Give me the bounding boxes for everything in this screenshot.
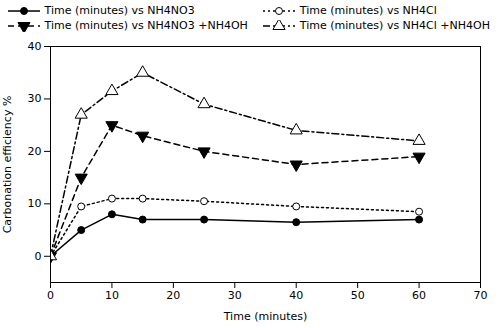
svg-text:40: 40 — [28, 40, 42, 53]
svg-text:Carbonation efficiency %: Carbonation efficiency % — [1, 96, 14, 234]
svg-text:40: 40 — [289, 289, 303, 302]
html-text:Time (minutes) vs NH4Cl +NH4OH: Time (minutes) vs NH4Cl +NH4OH — [299, 19, 490, 32]
svg-text:50: 50 — [351, 289, 365, 302]
svg-text:20: 20 — [166, 289, 180, 302]
html-text:Time (minutes) vs NH4Cl: Time (minutes) vs NH4Cl — [299, 4, 437, 17]
svg-text:10: 10 — [105, 289, 119, 302]
svg-text:10: 10 — [28, 197, 42, 210]
svg-text:0: 0 — [47, 289, 54, 302]
svg-text:60: 60 — [412, 289, 426, 302]
svg-text:30: 30 — [28, 92, 42, 105]
svg-text:0: 0 — [35, 250, 42, 263]
svg-text:70: 70 — [474, 289, 488, 302]
html-text:Time (minutes) vs NH4NO3 +NH4O: Time (minutes) vs NH4NO3 +NH4OH — [44, 19, 248, 32]
svg-text:20: 20 — [28, 145, 42, 158]
html-text:Time (minutes) vs NH4NO3: Time (minutes) vs NH4NO3 — [44, 4, 195, 17]
svg-text:Time (minutes): Time (minutes) — [223, 310, 308, 323]
svg-text:30: 30 — [228, 289, 242, 302]
